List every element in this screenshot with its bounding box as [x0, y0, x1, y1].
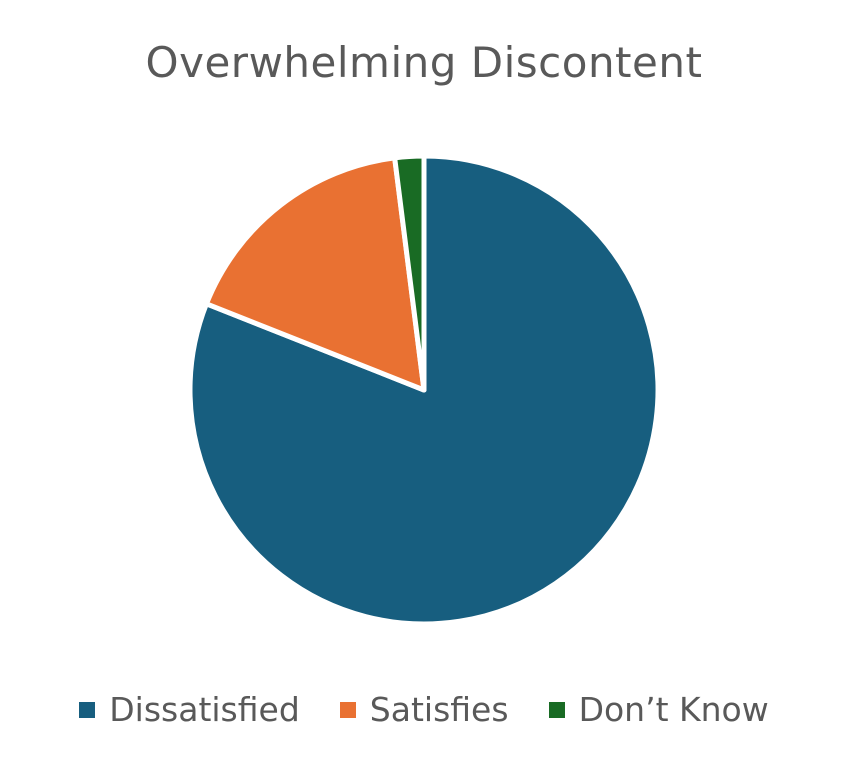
legend-swatch [548, 701, 565, 718]
legend-item-satisfies: Satisfies [339, 690, 509, 729]
legend-swatch [339, 701, 356, 718]
chart-title: Overwhelming Discontent [145, 38, 703, 87]
legend-swatch [79, 701, 96, 718]
legend: Dissatisfied Satisfies Don’t Know [0, 690, 848, 729]
legend-label: Don’t Know [578, 690, 769, 729]
legend-item-don-t-know: Don’t Know [548, 690, 769, 729]
legend-item-dissatisfied: Dissatisfied [79, 690, 300, 729]
legend-label: Dissatisfied [109, 690, 300, 729]
pie-slice-satisfies [203, 155, 427, 393]
pie-slice-don-t-know [392, 153, 427, 393]
legend-label: Satisfies [369, 690, 509, 729]
